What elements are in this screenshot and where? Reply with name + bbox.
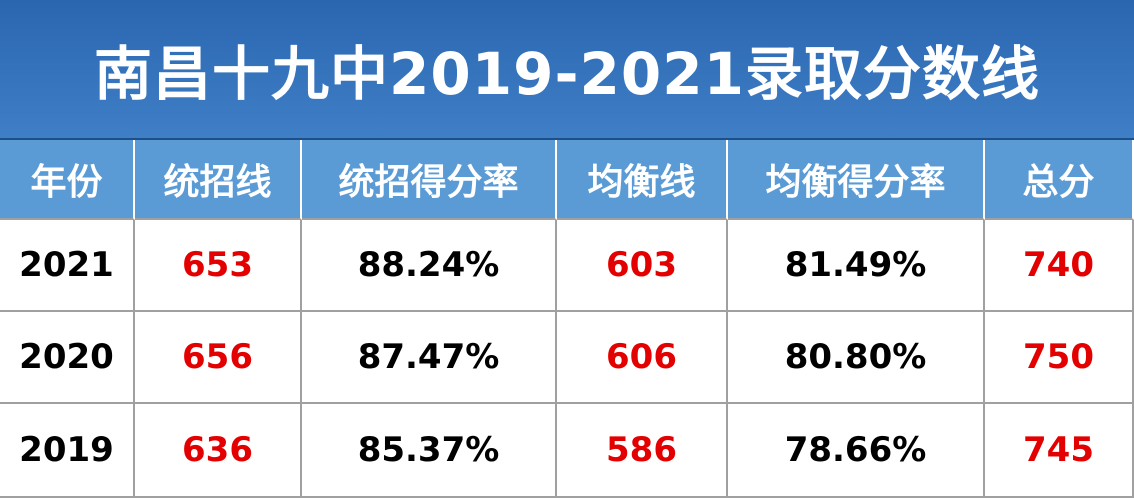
table-cell: 80.80% (728, 312, 985, 404)
table-cell: 606 (557, 312, 728, 404)
title-bar: 南昌十九中2019-2021录取分数线 (0, 0, 1134, 140)
table-cell: 87.47% (302, 312, 557, 404)
header-cell: 均衡得分率 (728, 140, 985, 220)
table-cell: 745 (985, 404, 1134, 498)
header-cell: 年份 (0, 140, 135, 220)
table-cell: 88.24% (302, 220, 557, 312)
table-cell: 740 (985, 220, 1134, 312)
header-cell: 统招得分率 (302, 140, 557, 220)
table-cell: 750 (985, 312, 1134, 404)
table-cell: 603 (557, 220, 728, 312)
header-cell: 总分 (985, 140, 1134, 220)
header-cell: 统招线 (135, 140, 302, 220)
title: 南昌十九中2019-2021录取分数线 (94, 40, 1040, 108)
table-cell: 2021 (0, 220, 135, 312)
table-cell: 81.49% (728, 220, 985, 312)
table-cell: 78.66% (728, 404, 985, 498)
table-cell: 2019 (0, 404, 135, 498)
table-cell: 2020 (0, 312, 135, 404)
table-cell: 85.37% (302, 404, 557, 498)
table: 年份 统招线 统招得分率 均衡线 均衡得分率 总分 2021 653 88.24% 603 81.4… (0, 140, 1134, 498)
header-cell: 均衡线 (557, 140, 728, 220)
table-cell: 636 (135, 404, 302, 498)
table-cell: 586 (557, 404, 728, 498)
table-cell: 653 (135, 220, 302, 312)
table-cell: 656 (135, 312, 302, 404)
